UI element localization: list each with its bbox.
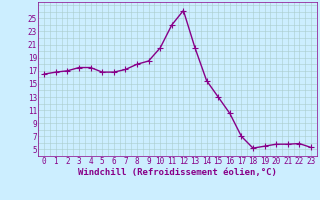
X-axis label: Windchill (Refroidissement éolien,°C): Windchill (Refroidissement éolien,°C) [78, 168, 277, 177]
